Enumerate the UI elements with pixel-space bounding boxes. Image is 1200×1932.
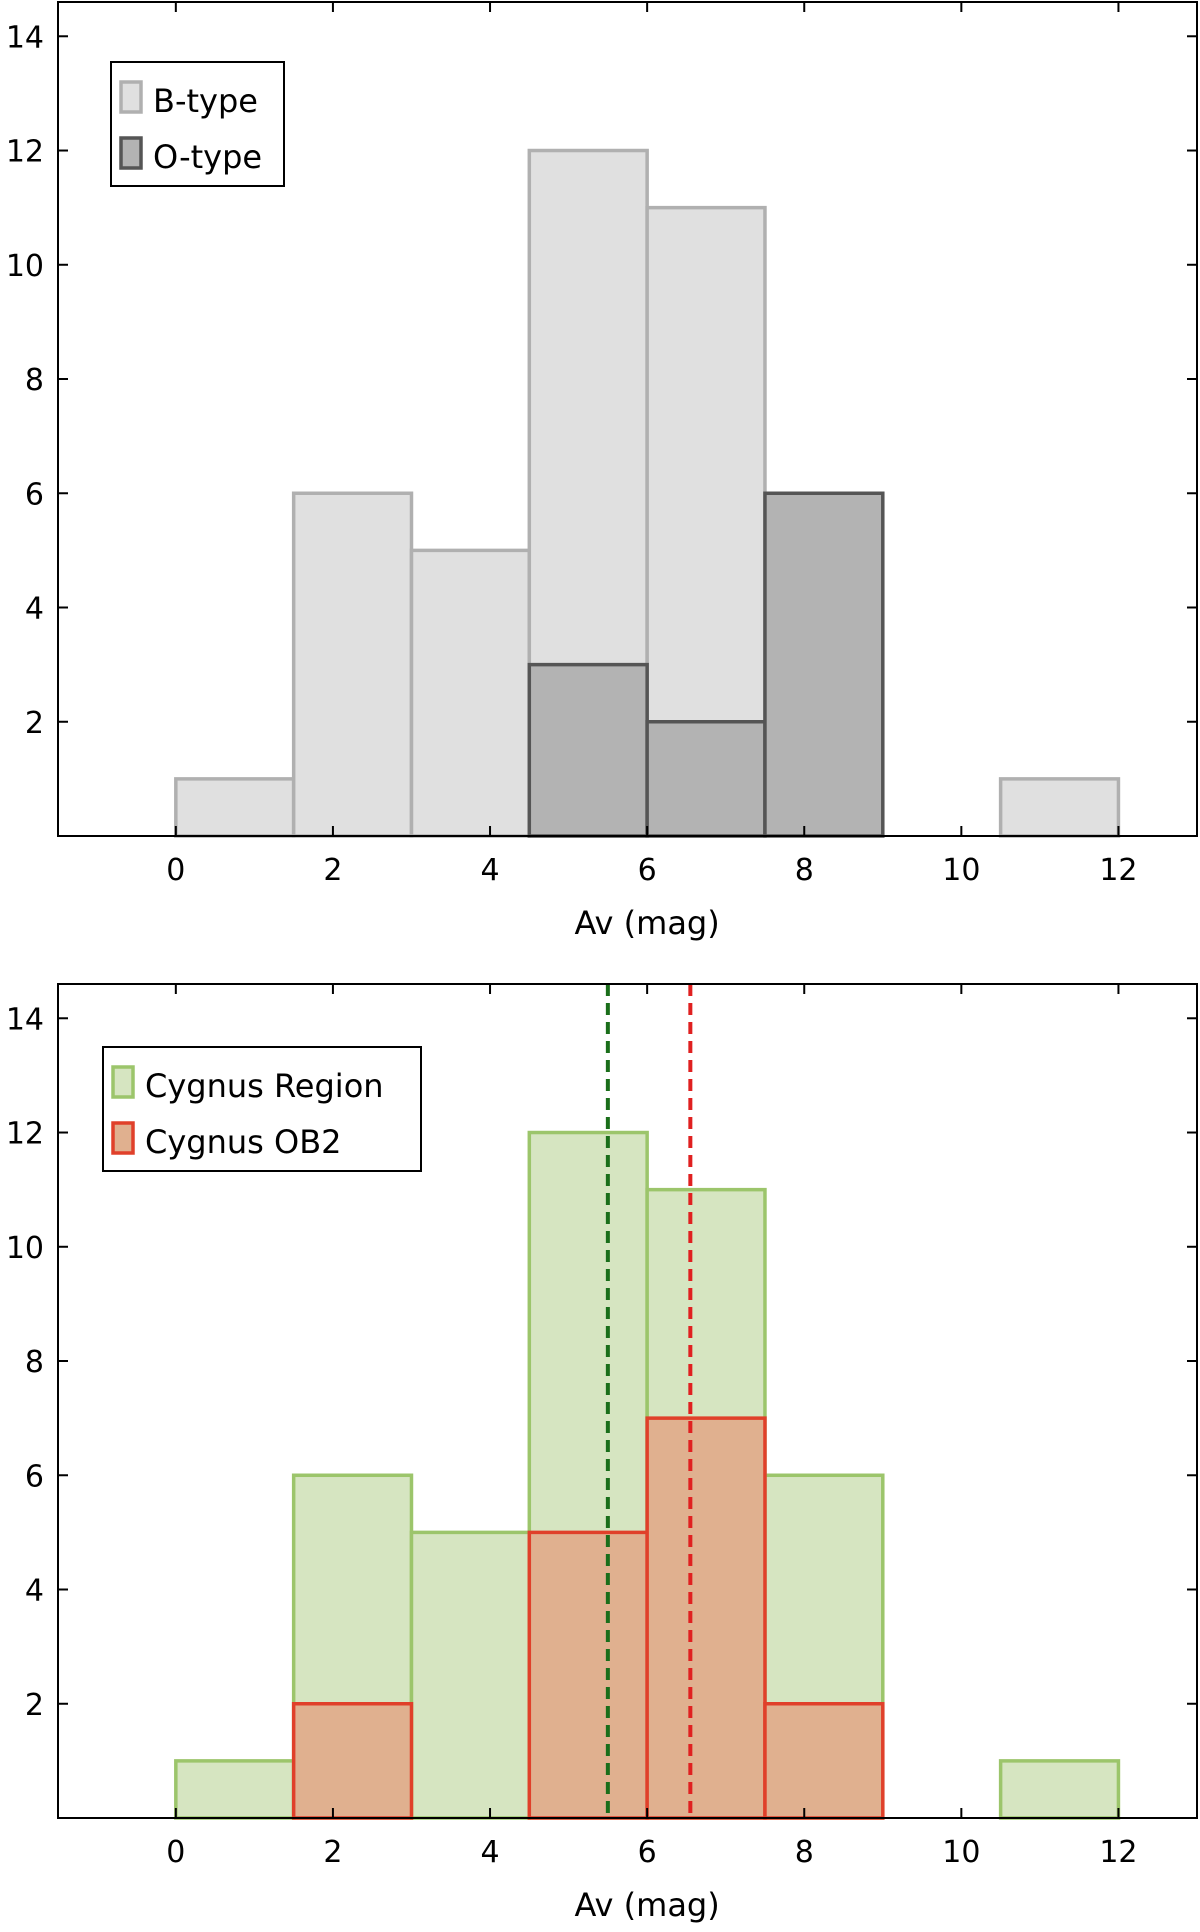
bar-o-type-5: [645, 720, 767, 838]
bar-b-type-8: [998, 777, 1121, 838]
x-tick-label: 12: [1099, 1835, 1137, 1870]
y-tick-label: 6: [25, 1459, 44, 1494]
bar-cygnus-region-8: [998, 1759, 1121, 1820]
x-tick-label: 0: [166, 1835, 185, 1870]
x-tick-label: 8: [795, 1835, 814, 1870]
x-tick-label: 12: [1099, 853, 1137, 888]
y-tick-label: 12: [6, 135, 44, 170]
legend-swatch: [111, 1065, 135, 1099]
legend-label: B-type: [153, 82, 258, 120]
chart-panel-1: 0 2 4 6 8 10 12 2 4 6 8 10 12 14 Av (mag) B-type O-type: [6, 1, 1198, 942]
bar-cygnus-ob2-4: [527, 1530, 649, 1820]
y-tick-label: 8: [25, 363, 44, 398]
y-tick-label: 14: [6, 20, 44, 55]
bar-o-type-4: [527, 662, 649, 838]
x-axis-label: Av (mag): [575, 1886, 720, 1924]
y-tick-label: 2: [25, 706, 44, 741]
bar-b-type-1: [174, 777, 296, 838]
x-tick-label: 10: [942, 853, 980, 888]
y-tick-label: 8: [25, 1345, 44, 1380]
legend-label: Cygnus Region: [145, 1067, 384, 1105]
x-tick-label: 8: [795, 853, 814, 888]
x-tick-label: 2: [323, 853, 342, 888]
x-tick-label: 4: [480, 853, 499, 888]
y-tick-label: 12: [6, 1117, 44, 1152]
bar-o-type-6: [763, 491, 885, 838]
y-tick-label: 4: [25, 1574, 44, 1609]
plot-frame: [57, 983, 1198, 1819]
x-axis-label: Av (mag): [575, 904, 720, 942]
y-tick-label: 6: [25, 477, 44, 512]
y-tick-label: 4: [25, 592, 44, 627]
x-tick-label: 6: [638, 1835, 657, 1870]
bar-cygnus-ob2-2: [291, 1702, 414, 1820]
bar-cygnus-region-1: [174, 1759, 296, 1820]
plot-frame: [57, 1, 1198, 837]
bar-b-type-2: [291, 491, 414, 838]
legend: B-type O-type: [110, 61, 285, 187]
y-tick-label: 10: [6, 249, 44, 284]
bar-b-type-3: [409, 548, 532, 838]
x-tick-label: 0: [166, 853, 185, 888]
legend: Cygnus Region Cygnus OB2: [102, 1046, 422, 1172]
legend-label: Cygnus OB2: [145, 1123, 342, 1161]
x-tick-label: 6: [638, 853, 657, 888]
legend-label: O-type: [153, 138, 262, 176]
legend-swatch: [119, 136, 143, 170]
chart-panel-2: 0 2 4 6 8 10 12 2 4 6 8 10 12 14 Av (mag) Cygnus Region…: [6, 983, 1198, 1924]
bar-cygnus-ob2-5: [645, 1416, 767, 1820]
x-tick-label: 10: [942, 1835, 980, 1870]
y-tick-label: 2: [25, 1688, 44, 1723]
bar-cygnus-region-3: [409, 1530, 532, 1820]
x-tick-label: 4: [480, 1835, 499, 1870]
series-cygnus-ob2: [291, 1416, 885, 1820]
legend-swatch: [119, 80, 143, 114]
bar-cygnus-ob2-6: [763, 1702, 885, 1820]
x-tick-label: 2: [323, 1835, 342, 1870]
legend-box: [102, 1046, 422, 1172]
y-tick-label: 10: [6, 1231, 44, 1266]
legend-swatch: [111, 1121, 135, 1155]
y-tick-label: 14: [6, 1002, 44, 1037]
